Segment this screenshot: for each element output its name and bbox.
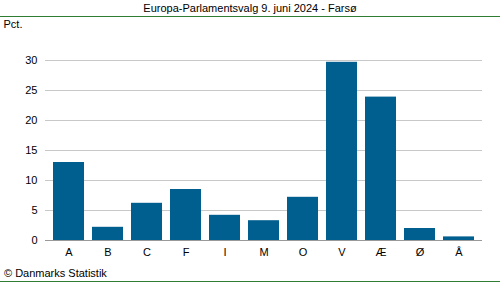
svg-text:30: 30 <box>25 54 37 66</box>
svg-text:C: C <box>143 246 151 258</box>
svg-text:I: I <box>223 246 226 258</box>
svg-text:O: O <box>299 246 308 258</box>
svg-text:A: A <box>65 246 73 258</box>
svg-text:F: F <box>183 246 190 258</box>
svg-text:V: V <box>338 246 346 258</box>
svg-text:B: B <box>104 246 111 258</box>
html-text:Europa-Parlamentsvalg 9. juni: Europa-Parlamentsvalg 9. juni 2024 - Far… <box>143 2 357 14</box>
svg-text:0: 0 <box>31 234 37 246</box>
svg-text:M: M <box>259 246 268 258</box>
svg-text:5: 5 <box>31 204 37 216</box>
svg-text:Pct.: Pct. <box>4 18 23 30</box>
svg-text:10: 10 <box>25 174 37 186</box>
html-text:© Danmarks Statistik: © Danmarks Statistik <box>4 267 107 279</box>
svg-text:Æ: Æ <box>376 246 387 258</box>
svg-text:25: 25 <box>25 84 37 96</box>
svg-text:Å: Å <box>455 246 463 258</box>
svg-text:15: 15 <box>25 144 37 156</box>
svg-text:20: 20 <box>25 114 37 126</box>
svg-text:Ø: Ø <box>416 246 425 258</box>
